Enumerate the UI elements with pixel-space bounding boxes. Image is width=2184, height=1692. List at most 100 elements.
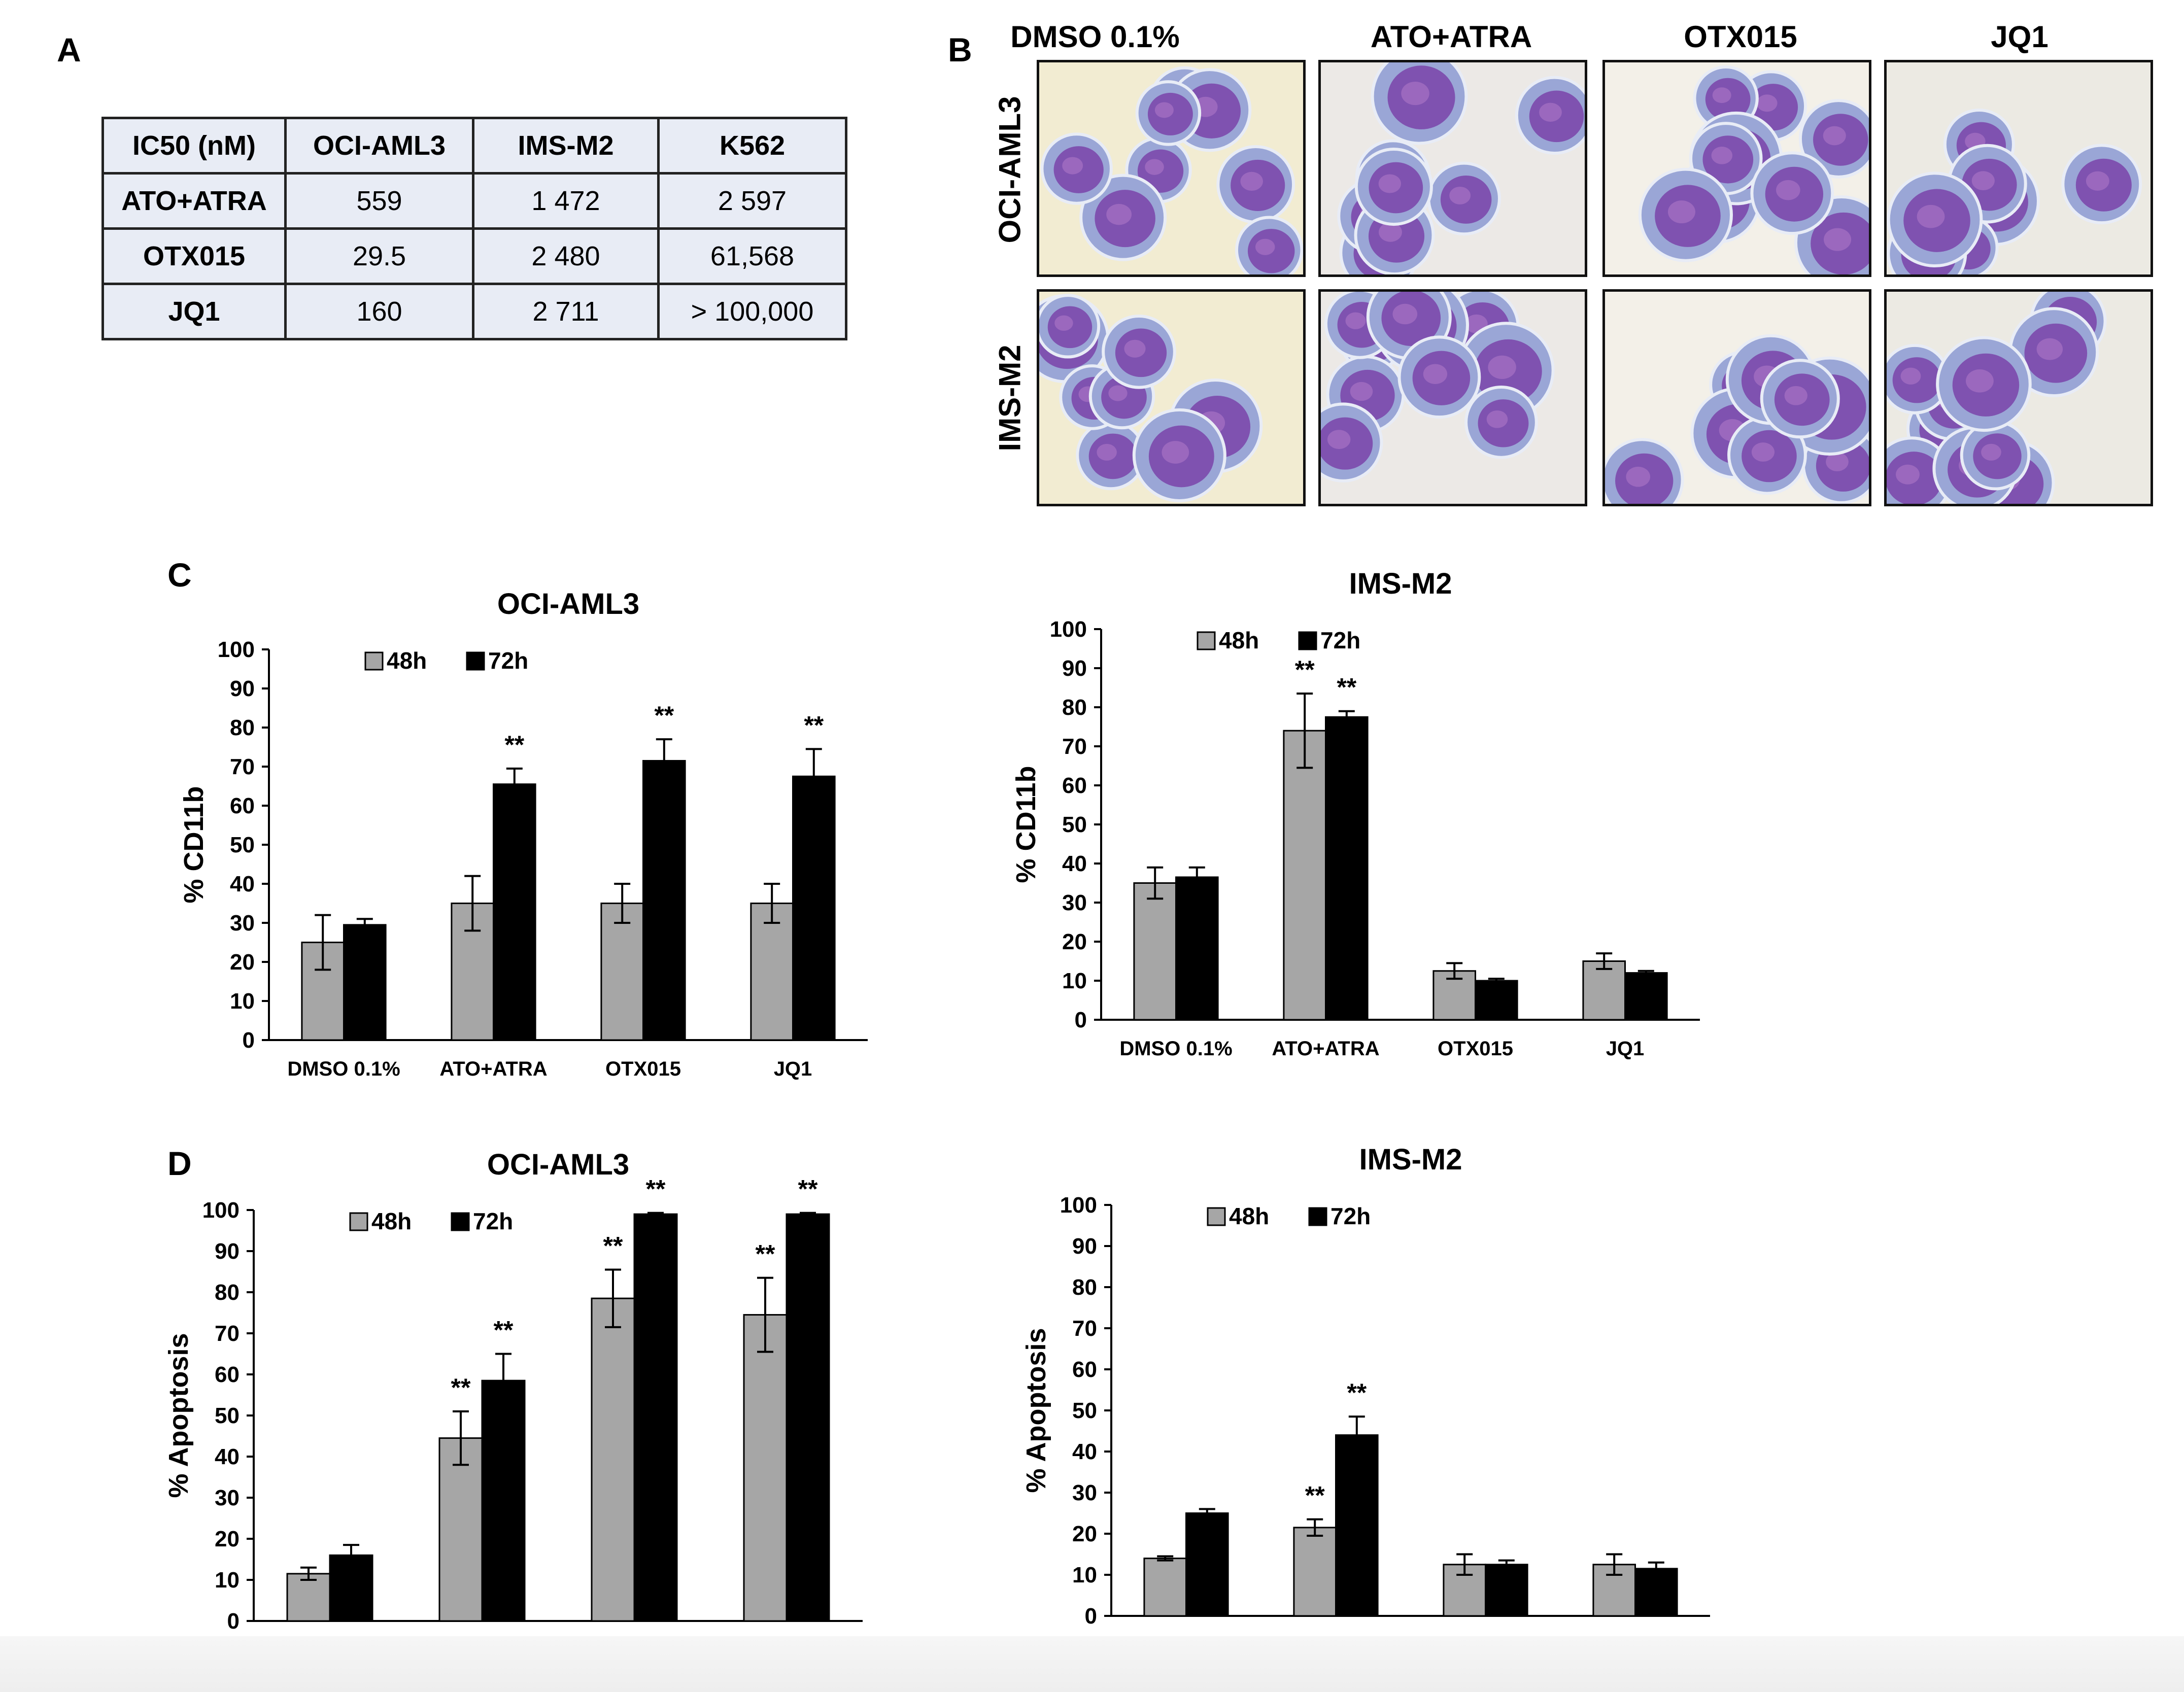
error-bar — [495, 1353, 511, 1408]
micrograph-row-ims-m2: IMS-M2 — [993, 344, 1027, 452]
micrograph-image — [1037, 289, 1306, 506]
micrograph-image — [1318, 60, 1587, 277]
table-cell: 29.5 — [284, 227, 474, 285]
significance-label: ** — [1305, 1481, 1325, 1510]
bar-48h-ATO+ATRA — [438, 1437, 483, 1622]
micrograph-column-ato-atra: ATO+ATRA — [1370, 20, 1532, 54]
table-row-header: ATO+ATRA — [101, 172, 287, 230]
bar-72h-JQ1 — [1624, 972, 1668, 1021]
y-tick-label: 70 — [215, 1321, 240, 1346]
y-tick-label: 30 — [215, 1486, 240, 1510]
error-bar — [800, 1212, 816, 1217]
legend-label: 72h — [1320, 627, 1360, 653]
error-bar — [300, 1566, 317, 1581]
y-axis-label: % Apoptosis — [1021, 1328, 1051, 1493]
y-axis-label: % Apoptosis — [163, 1333, 194, 1498]
error-bar — [764, 883, 780, 924]
error-bar — [1637, 970, 1654, 976]
micrograph-image — [1884, 289, 2153, 506]
table-header-cell: IMS-M2 — [472, 117, 660, 175]
y-tick-label: 50 — [230, 833, 255, 857]
error-bar — [1157, 1555, 1174, 1562]
table-row: OTX015 29.5 2 480 61,568 — [101, 227, 847, 285]
error-bar — [1188, 866, 1205, 888]
micrograph-column-otx015: OTX015 — [1684, 20, 1797, 54]
bar-72h-DMSO 0.1% — [1185, 1512, 1229, 1617]
x-tick-label: DMSO 0.1% — [1119, 1038, 1232, 1060]
y-tick-label: 90 — [230, 676, 255, 701]
y-tick-label: 30 — [1072, 1480, 1097, 1505]
y-tick-label: 40 — [1062, 851, 1087, 876]
significance-label: ** — [494, 1316, 514, 1344]
table-header-cell: IC50 (nM) — [101, 117, 287, 175]
table-cell: 2 480 — [472, 227, 660, 285]
error-bar — [757, 1276, 773, 1353]
chart-title: OCI-AML3 — [497, 588, 639, 620]
bottom-strip — [0, 1636, 2184, 1692]
y-tick-label: 20 — [215, 1527, 240, 1551]
error-bar — [1296, 693, 1313, 769]
legend-swatch — [466, 651, 485, 671]
error-bar — [506, 767, 523, 801]
y-tick-label: 60 — [1062, 773, 1087, 798]
micrograph-image — [1037, 60, 1306, 277]
panel-letter-b: B — [948, 31, 972, 68]
legend-label: 72h — [473, 1208, 513, 1234]
table-cell: 2 711 — [472, 283, 660, 340]
y-tick-label: 10 — [230, 989, 255, 1014]
bar-72h-DMSO 0.1% — [343, 924, 387, 1041]
y-tick-label: 70 — [1062, 734, 1087, 759]
error-bar — [356, 918, 373, 932]
error-bar — [1307, 1518, 1323, 1537]
panel-letter-d: D — [167, 1145, 192, 1182]
y-axis-label: % CD11b — [1011, 766, 1041, 883]
bar-48h-OTX015 — [591, 1297, 635, 1622]
error-bar — [1199, 1508, 1215, 1518]
error-bar — [464, 875, 481, 932]
y-tick-label: 30 — [230, 911, 255, 936]
x-tick-label: ATO+ATRA — [439, 1058, 547, 1080]
bar-72h-ATO+ATRA — [493, 783, 536, 1041]
error-bar — [1648, 1561, 1664, 1576]
panel-letter-a: A — [57, 31, 81, 68]
bar-72h-DMSO 0.1% — [1175, 876, 1219, 1021]
error-bar — [1446, 962, 1463, 980]
bar-72h-ATO+ATRA — [1335, 1434, 1379, 1617]
legend-swatch — [349, 1212, 368, 1231]
significance-label: ** — [798, 1175, 818, 1203]
y-tick-label: 70 — [1072, 1316, 1097, 1341]
bar-48h-JQ1 — [743, 1314, 788, 1622]
significance-label: ** — [1295, 655, 1315, 684]
y-tick-label: 10 — [1062, 969, 1087, 993]
bar-72h-OTX015 — [1475, 980, 1518, 1021]
bar-48h-ATO+ATRA — [1283, 730, 1327, 1021]
error-bar — [1338, 710, 1355, 724]
bar-48h-DMSO 0.1% — [286, 1573, 331, 1622]
y-tick-label: 90 — [215, 1239, 240, 1264]
y-tick-label: 100 — [218, 637, 255, 662]
bar-72h-JQ1 — [786, 1213, 830, 1622]
micrograph-image — [1884, 60, 2153, 277]
legend-swatch — [1197, 631, 1216, 650]
significance-label: ** — [1337, 673, 1356, 702]
y-tick-label: 90 — [1072, 1234, 1097, 1259]
bar-72h-OTX015 — [642, 759, 686, 1041]
chart-cd11b-ims-m2: IMS-M2 % CD11b 0 10 20 30 40 50 60 70 80 90 100 DMSO … — [1011, 567, 1700, 1060]
error-bar — [1456, 1553, 1473, 1576]
error-bar — [1606, 1553, 1623, 1576]
y-tick-label: 30 — [1062, 890, 1087, 915]
bar-72h-JQ1 — [792, 775, 836, 1041]
y-tick-label: 10 — [215, 1568, 240, 1593]
x-tick-label: JQ1 — [774, 1058, 812, 1080]
table-cell: 160 — [284, 283, 474, 340]
table-header-cell: K562 — [657, 117, 847, 175]
y-tick-label: 50 — [1062, 812, 1087, 837]
y-tick-label: 80 — [230, 715, 255, 740]
table-row-header: OTX015 — [101, 227, 287, 285]
y-tick-label: 80 — [1062, 695, 1087, 720]
chart-title: OCI-AML3 — [487, 1148, 629, 1181]
micrograph-column-dmso: DMSO 0.1% — [1010, 20, 1180, 54]
y-tick-label: 40 — [215, 1444, 240, 1469]
bar-48h-JQ1 — [1582, 960, 1626, 1021]
bar-72h-ATO+ATRA — [481, 1379, 526, 1622]
